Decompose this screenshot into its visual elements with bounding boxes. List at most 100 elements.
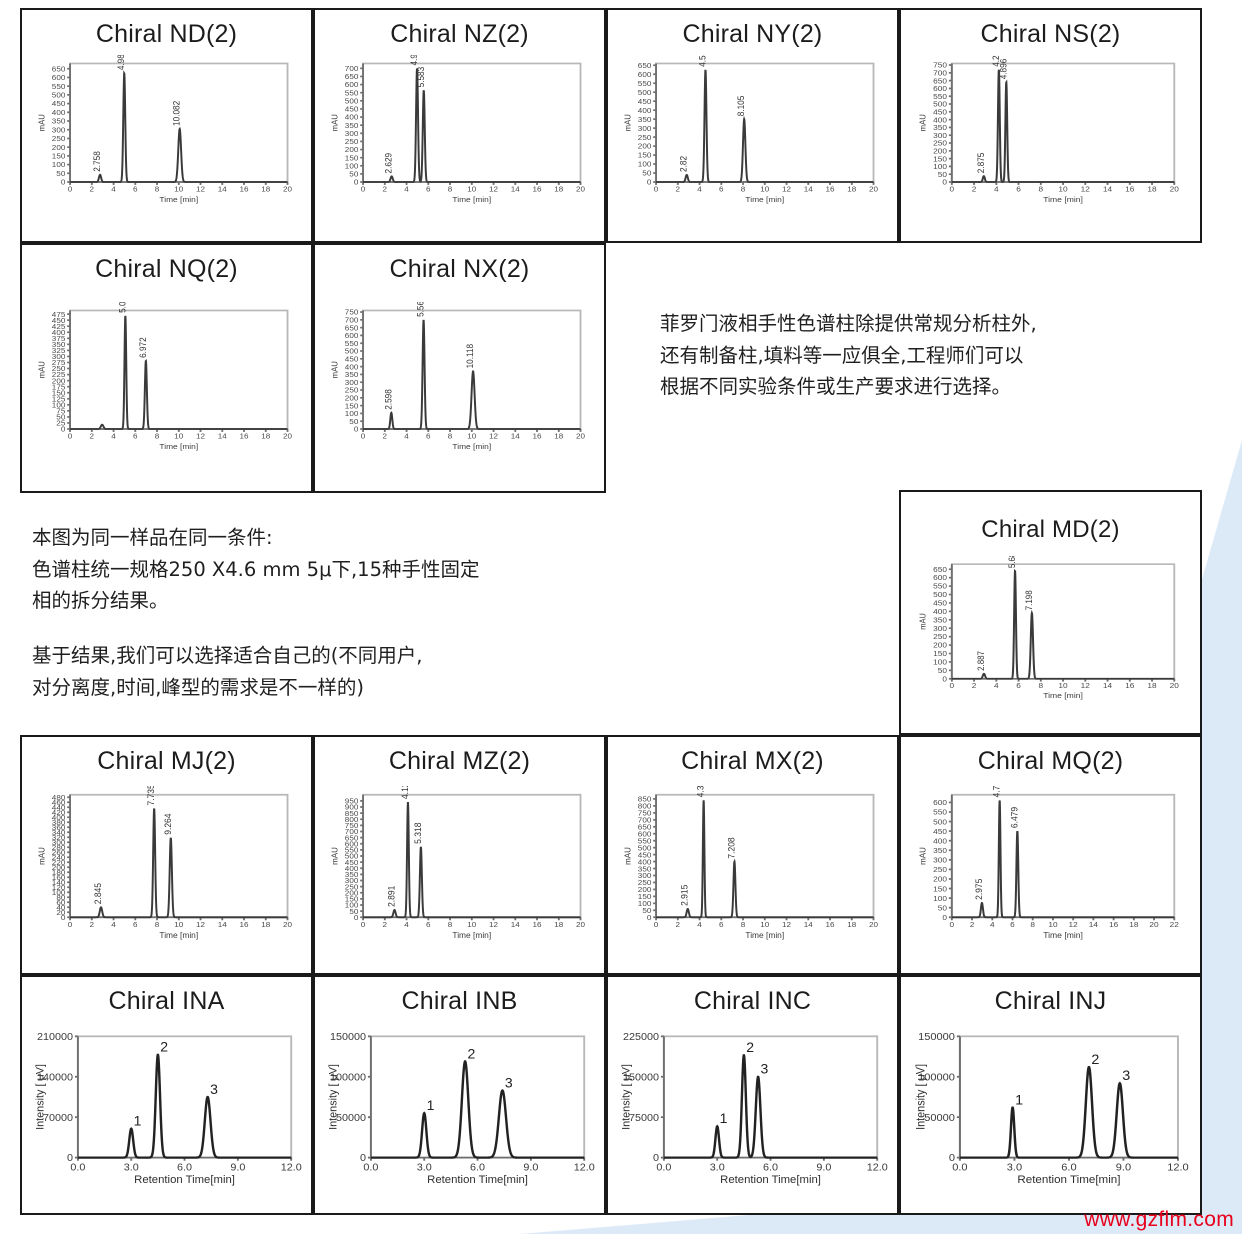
svg-text:14: 14: [217, 920, 227, 929]
svg-text:16: 16: [825, 920, 835, 929]
svg-text:8: 8: [154, 432, 159, 441]
svg-text:20: 20: [1149, 920, 1159, 929]
svg-text:150000: 150000: [918, 1031, 955, 1043]
svg-text:4: 4: [404, 185, 409, 194]
svg-text:100: 100: [933, 658, 948, 666]
svg-text:450: 450: [344, 105, 358, 114]
note-left-text-1: 本图为同一样品在同一条件: 色谱柱统一规格250 X4.6 mm 5μ下,15种…: [32, 526, 480, 612]
svg-text:2: 2: [382, 185, 387, 194]
note-left-text-2: 基于结果,我们可以选择适合自己的(不同用户, 对分离度,时间,峰型的需求是不一样…: [32, 644, 423, 699]
svg-text:12: 12: [196, 185, 205, 194]
svg-text:320: 320: [51, 833, 65, 842]
svg-text:200: 200: [344, 889, 358, 898]
svg-text:mAU: mAU: [37, 114, 46, 131]
svg-text:300: 300: [933, 131, 947, 140]
svg-text:350: 350: [933, 846, 947, 855]
svg-text:300: 300: [933, 856, 947, 865]
svg-text:650: 650: [933, 77, 947, 86]
svg-text:10: 10: [174, 185, 184, 194]
svg-text:500: 500: [344, 347, 358, 356]
svg-text:650: 650: [637, 61, 651, 70]
svg-text:0: 0: [67, 1152, 73, 1164]
svg-text:6.0: 6.0: [470, 1162, 485, 1174]
svg-text:325: 325: [51, 346, 65, 355]
svg-text:100: 100: [51, 401, 65, 410]
svg-text:Time [min]: Time [min]: [159, 442, 198, 451]
panel-inb: Chiral INB 0 50000 100000 150000 0.0 3.0 6.0 9.…: [313, 975, 606, 1215]
svg-text:6.479: 6.479: [1009, 807, 1019, 828]
svg-text:20: 20: [869, 920, 879, 929]
panel-nq2: Chiral NQ(2) 0 25 50 75 100 125 150 175 200 225 25…: [20, 243, 313, 493]
svg-text:7.198: 7.198: [1023, 590, 1034, 610]
svg-text:500: 500: [637, 88, 651, 97]
svg-text:0: 0: [67, 185, 72, 194]
svg-text:850: 850: [344, 809, 358, 818]
chart-md2: 0 50 100 150 200 250 300 350 400 450 500 550 600 650 0…: [917, 556, 1185, 701]
svg-text:550: 550: [344, 339, 358, 348]
svg-text:14: 14: [510, 185, 520, 194]
svg-text:700: 700: [344, 827, 358, 836]
svg-text:Time [min]: Time [min]: [452, 195, 491, 204]
svg-text:500: 500: [344, 97, 358, 106]
svg-text:420: 420: [51, 808, 65, 817]
svg-text:1: 1: [719, 1112, 727, 1127]
svg-text:14: 14: [1102, 682, 1112, 690]
svg-text:550: 550: [637, 79, 651, 88]
svg-text:500: 500: [637, 844, 651, 853]
chart-mj2: 0 20 40 60 80 100 120 140 160 180 200 220 240 260 280 3…: [36, 786, 298, 941]
svg-text:8: 8: [447, 920, 452, 929]
svg-text:100: 100: [933, 162, 947, 171]
panel-ny2: Chiral NY(2) 0 50 100 150 200 250 300 350 400 450…: [606, 8, 899, 243]
svg-text:650: 650: [933, 565, 948, 573]
svg-text:300: 300: [637, 124, 651, 133]
svg-text:250: 250: [637, 878, 651, 887]
svg-text:50: 50: [937, 904, 947, 913]
svg-text:0: 0: [353, 178, 358, 187]
svg-text:250: 250: [51, 364, 65, 373]
svg-text:Time [min]: Time [min]: [159, 931, 198, 940]
panel-nx2: Chiral NX(2) 0 50 100 150 200 250 300 350 400 450…: [313, 243, 606, 493]
svg-text:0: 0: [67, 920, 72, 929]
panel-md2: Chiral MD(2) 0 50 100 150 200 250 300 350 400 450…: [899, 490, 1202, 735]
svg-text:300: 300: [51, 838, 65, 847]
svg-text:400: 400: [344, 113, 358, 122]
chart-inj: 0 50000 100000 150000 0.0 3.0 6.0 9.0 12.0 Retent…: [913, 1026, 1189, 1186]
svg-text:360: 360: [51, 823, 65, 832]
chart-mz2: 0 50 100 150 200 250 300 350 400 450 500 550 600 650 7…: [329, 786, 591, 941]
panel-title: Chiral NQ(2): [95, 255, 238, 283]
svg-text:400: 400: [933, 607, 948, 615]
chromatogram-svg: 0 70000 140000 210000 0.0 3.0 6.0 9.0 12.0 Retent…: [34, 1031, 302, 1186]
svg-text:250: 250: [344, 883, 358, 892]
svg-text:450: 450: [933, 827, 947, 836]
svg-text:100000: 100000: [918, 1072, 955, 1084]
svg-text:1: 1: [426, 1098, 434, 1113]
svg-text:20: 20: [283, 185, 293, 194]
svg-text:700: 700: [344, 316, 358, 325]
svg-text:100: 100: [344, 901, 358, 910]
svg-text:550: 550: [933, 92, 947, 101]
svg-text:9.264: 9.264: [162, 813, 172, 834]
svg-text:0: 0: [60, 425, 65, 434]
panel-ina: Chiral INA 0 70000 140000 210000 0.0 3.0 6.0 9.…: [20, 975, 313, 1215]
svg-text:50: 50: [642, 169, 652, 178]
svg-text:14: 14: [803, 920, 813, 929]
svg-text:6.0: 6.0: [177, 1162, 192, 1174]
svg-text:8: 8: [1038, 682, 1043, 690]
svg-text:Intensity [ μV]: Intensity [ μV]: [327, 1064, 339, 1130]
svg-text:275: 275: [51, 358, 65, 367]
svg-text:14: 14: [1088, 920, 1098, 929]
panel-title: Chiral MQ(2): [977, 747, 1124, 775]
svg-text:150: 150: [344, 895, 358, 904]
panel-title: Chiral INJ: [994, 987, 1107, 1015]
svg-text:250: 250: [933, 633, 948, 641]
svg-text:0: 0: [67, 432, 72, 441]
svg-text:0: 0: [949, 185, 954, 194]
svg-text:Time [min]: Time [min]: [452, 931, 491, 940]
svg-text:700: 700: [344, 64, 358, 73]
svg-text:12: 12: [196, 432, 205, 441]
svg-text:Intensity [ μV]: Intensity [ μV]: [620, 1064, 632, 1130]
svg-text:450: 450: [637, 851, 651, 860]
panel-inj: Chiral INJ 0 50000 100000 150000 0.0 3.0 6.0 9.…: [899, 975, 1202, 1215]
